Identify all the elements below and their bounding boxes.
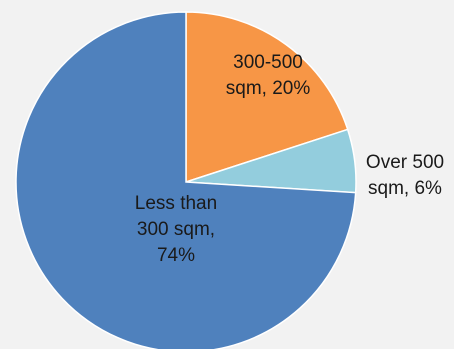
slice-label-line: 300 sqm,: [137, 219, 215, 240]
slice-labels: 300-500 sqm, 20% Over 500 sqm, 6% Less than 3…: [135, 52, 444, 266]
pie-slices: [15, 11, 357, 349]
slice-label-line: Over 500: [366, 152, 444, 173]
slice-label: 300-500 sqm, 20%: [226, 52, 311, 99]
slice-label-line: sqm, 20%: [226, 78, 311, 99]
slice-label: Over 500 sqm, 6%: [366, 152, 444, 199]
slice-label-line: 74%: [157, 245, 195, 266]
slice-label-line: 300-500: [233, 52, 303, 73]
slice-label-line: Less than: [135, 193, 217, 214]
pie-slice: [185, 11, 349, 184]
slice-label-line: sqm, 6%: [368, 178, 442, 199]
slice-label: Less than 300 sqm, 74%: [135, 193, 217, 266]
pie-slice: [15, 11, 357, 349]
